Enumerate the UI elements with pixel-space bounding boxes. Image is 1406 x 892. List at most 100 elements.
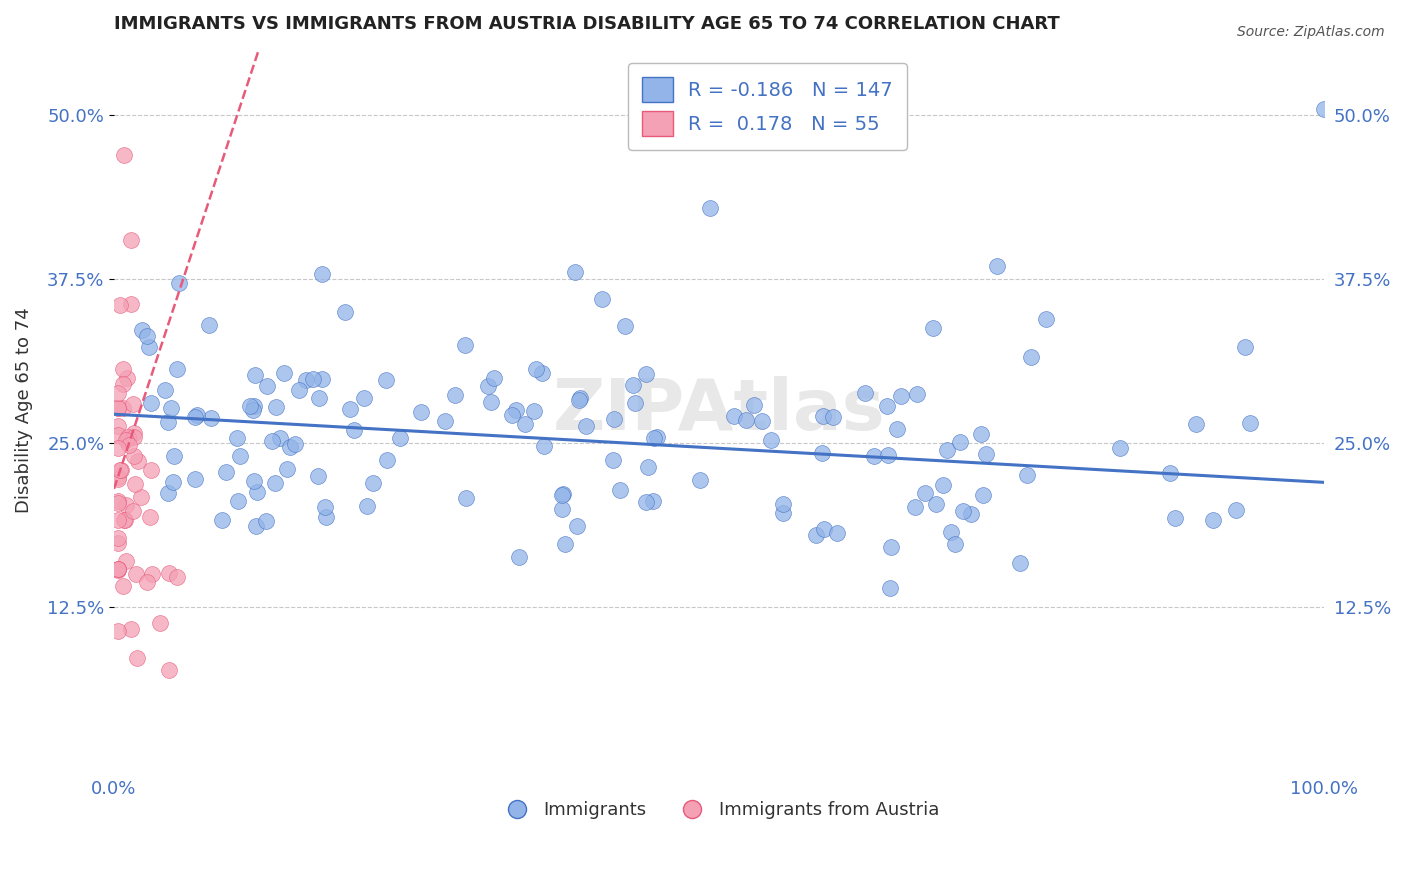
Point [308, 391, 330, 405]
Point [903, 500, 925, 514]
Point [160, 401, 183, 416]
Point [1239, 416, 1261, 430]
Point [890, 389, 912, 403]
Point [107, 513, 129, 527]
Point [411, 405, 433, 419]
Point [107, 427, 129, 442]
Point [972, 488, 994, 502]
Point [974, 447, 997, 461]
Point [114, 513, 136, 527]
Point [307, 468, 329, 483]
Point [112, 361, 135, 376]
Point [645, 429, 668, 443]
Point [120, 622, 142, 636]
Point [1234, 340, 1257, 354]
Point [813, 522, 835, 536]
Point [636, 495, 658, 509]
Point [264, 476, 287, 491]
Point [122, 430, 145, 444]
Point [246, 484, 269, 499]
Point [125, 566, 148, 581]
Point [121, 397, 143, 411]
Point [880, 541, 903, 555]
Point [108, 298, 131, 312]
Point [124, 477, 146, 491]
Point [157, 415, 180, 429]
Text: ZIPAtlas: ZIPAtlas [553, 376, 886, 445]
Point [602, 452, 624, 467]
Point [863, 449, 886, 463]
Point [107, 496, 129, 510]
Point [107, 419, 129, 434]
Point [262, 434, 284, 449]
Point [215, 466, 238, 480]
Point [614, 319, 637, 334]
Point [136, 329, 159, 343]
Point [361, 475, 384, 490]
Point [343, 423, 366, 437]
Point [284, 436, 307, 450]
Point [245, 519, 267, 533]
Point [273, 366, 295, 380]
Point [986, 259, 1008, 273]
Point [135, 574, 157, 589]
Point [742, 398, 765, 412]
Point [551, 502, 574, 516]
Point [107, 386, 129, 401]
Point [153, 383, 176, 397]
Point [524, 362, 547, 376]
Point [567, 393, 589, 408]
Point [456, 491, 478, 505]
Point [242, 403, 264, 417]
Point [115, 434, 138, 448]
Point [454, 338, 477, 352]
Point [157, 566, 180, 580]
Point [1202, 513, 1225, 527]
Point [941, 524, 963, 539]
Point [591, 292, 613, 306]
Point [444, 388, 467, 402]
Point [107, 494, 129, 508]
Point [772, 497, 794, 511]
Point [813, 409, 835, 423]
Point [107, 531, 129, 545]
Point [932, 477, 955, 491]
Point [107, 401, 129, 416]
Point [157, 663, 180, 677]
Point [139, 395, 162, 409]
Point [375, 453, 398, 467]
Point [759, 433, 782, 447]
Point [226, 431, 249, 445]
Point [138, 340, 160, 354]
Point [141, 566, 163, 581]
Point [122, 425, 145, 440]
Point [970, 426, 993, 441]
Point [811, 445, 834, 459]
Point [634, 367, 657, 381]
Point [609, 483, 631, 498]
Text: IMMIGRANTS VS IMMIGRANTS FROM AUSTRIA DISABILITY AGE 65 TO 74 CORRELATION CHART: IMMIGRANTS VS IMMIGRANTS FROM AUSTRIA DI… [114, 15, 1060, 33]
Point [925, 497, 948, 511]
Point [876, 399, 898, 413]
Point [375, 373, 398, 387]
Point [575, 419, 598, 434]
Point [163, 449, 186, 463]
Point [1108, 441, 1130, 455]
Point [952, 503, 974, 517]
Point [149, 616, 172, 631]
Point [315, 510, 337, 524]
Point [166, 362, 188, 376]
Point [107, 469, 129, 483]
Point [886, 421, 908, 435]
Point [243, 368, 266, 382]
Y-axis label: Disability Age 65 to 74: Disability Age 65 to 74 [15, 308, 32, 513]
Point [501, 408, 523, 422]
Point [935, 443, 957, 458]
Point [107, 562, 129, 576]
Point [853, 385, 876, 400]
Point [107, 562, 129, 576]
Point [641, 494, 664, 508]
Point [353, 391, 375, 405]
Point [211, 513, 233, 527]
Point [314, 500, 336, 514]
